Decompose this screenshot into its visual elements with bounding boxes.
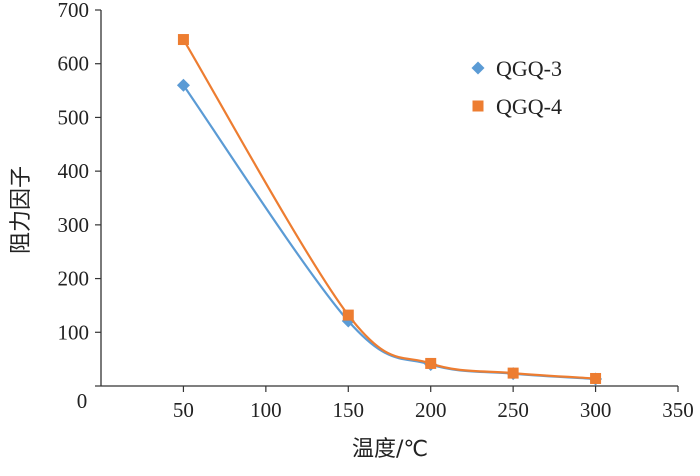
series-layer — [176, 34, 603, 386]
x-axis-label: 温度/℃ — [352, 437, 428, 462]
legend-marker-square — [472, 100, 484, 112]
x-tick-label: 150 — [333, 398, 365, 422]
legend-item: QGQ-3 — [471, 56, 562, 81]
y-tick-label: 500 — [58, 105, 90, 129]
series-line — [182, 84, 596, 381]
legend-item: QGQ-4 — [472, 94, 562, 119]
x-tick-label: 50 — [173, 398, 194, 422]
series-qgq-3 — [176, 78, 603, 386]
data-point-square — [507, 367, 519, 379]
x-tick-label: 250 — [497, 398, 529, 422]
x-tick-label: 200 — [415, 398, 447, 422]
x-axis-ticks: 50 100 150 200 250 300 350 — [173, 386, 694, 422]
data-point-square — [342, 309, 354, 321]
y-axis-label: 阻力因子 — [9, 166, 34, 254]
data-point-square — [177, 34, 189, 46]
x-tick-label: 300 — [580, 398, 612, 422]
legend: QGQ-3 QGQ-4 — [471, 56, 562, 119]
series-line — [182, 38, 596, 380]
y-tick-label: 700 — [58, 0, 90, 22]
axes — [100, 10, 678, 387]
y-tick-label: 400 — [58, 159, 90, 183]
y-tick-label: 600 — [58, 52, 90, 76]
legend-label: QGQ-4 — [496, 94, 562, 119]
y-tick-label: 200 — [58, 267, 90, 291]
legend-marker-diamond — [471, 61, 485, 75]
x-tick-label: 100 — [250, 398, 282, 422]
x-tick-label: 350 — [662, 398, 694, 422]
y-axis-ticks: 100 200 300 400 500 600 700 — [58, 0, 101, 387]
data-point-square — [425, 357, 437, 369]
series-qgq-4 — [177, 34, 602, 384]
y-tick-label: 100 — [58, 320, 90, 344]
data-point-diamond — [176, 78, 190, 92]
y-tick-label: 300 — [58, 213, 90, 237]
legend-label: QGQ-3 — [496, 56, 562, 81]
x-axis-origin-label: 0 — [77, 389, 88, 413]
data-point-square — [590, 372, 602, 384]
